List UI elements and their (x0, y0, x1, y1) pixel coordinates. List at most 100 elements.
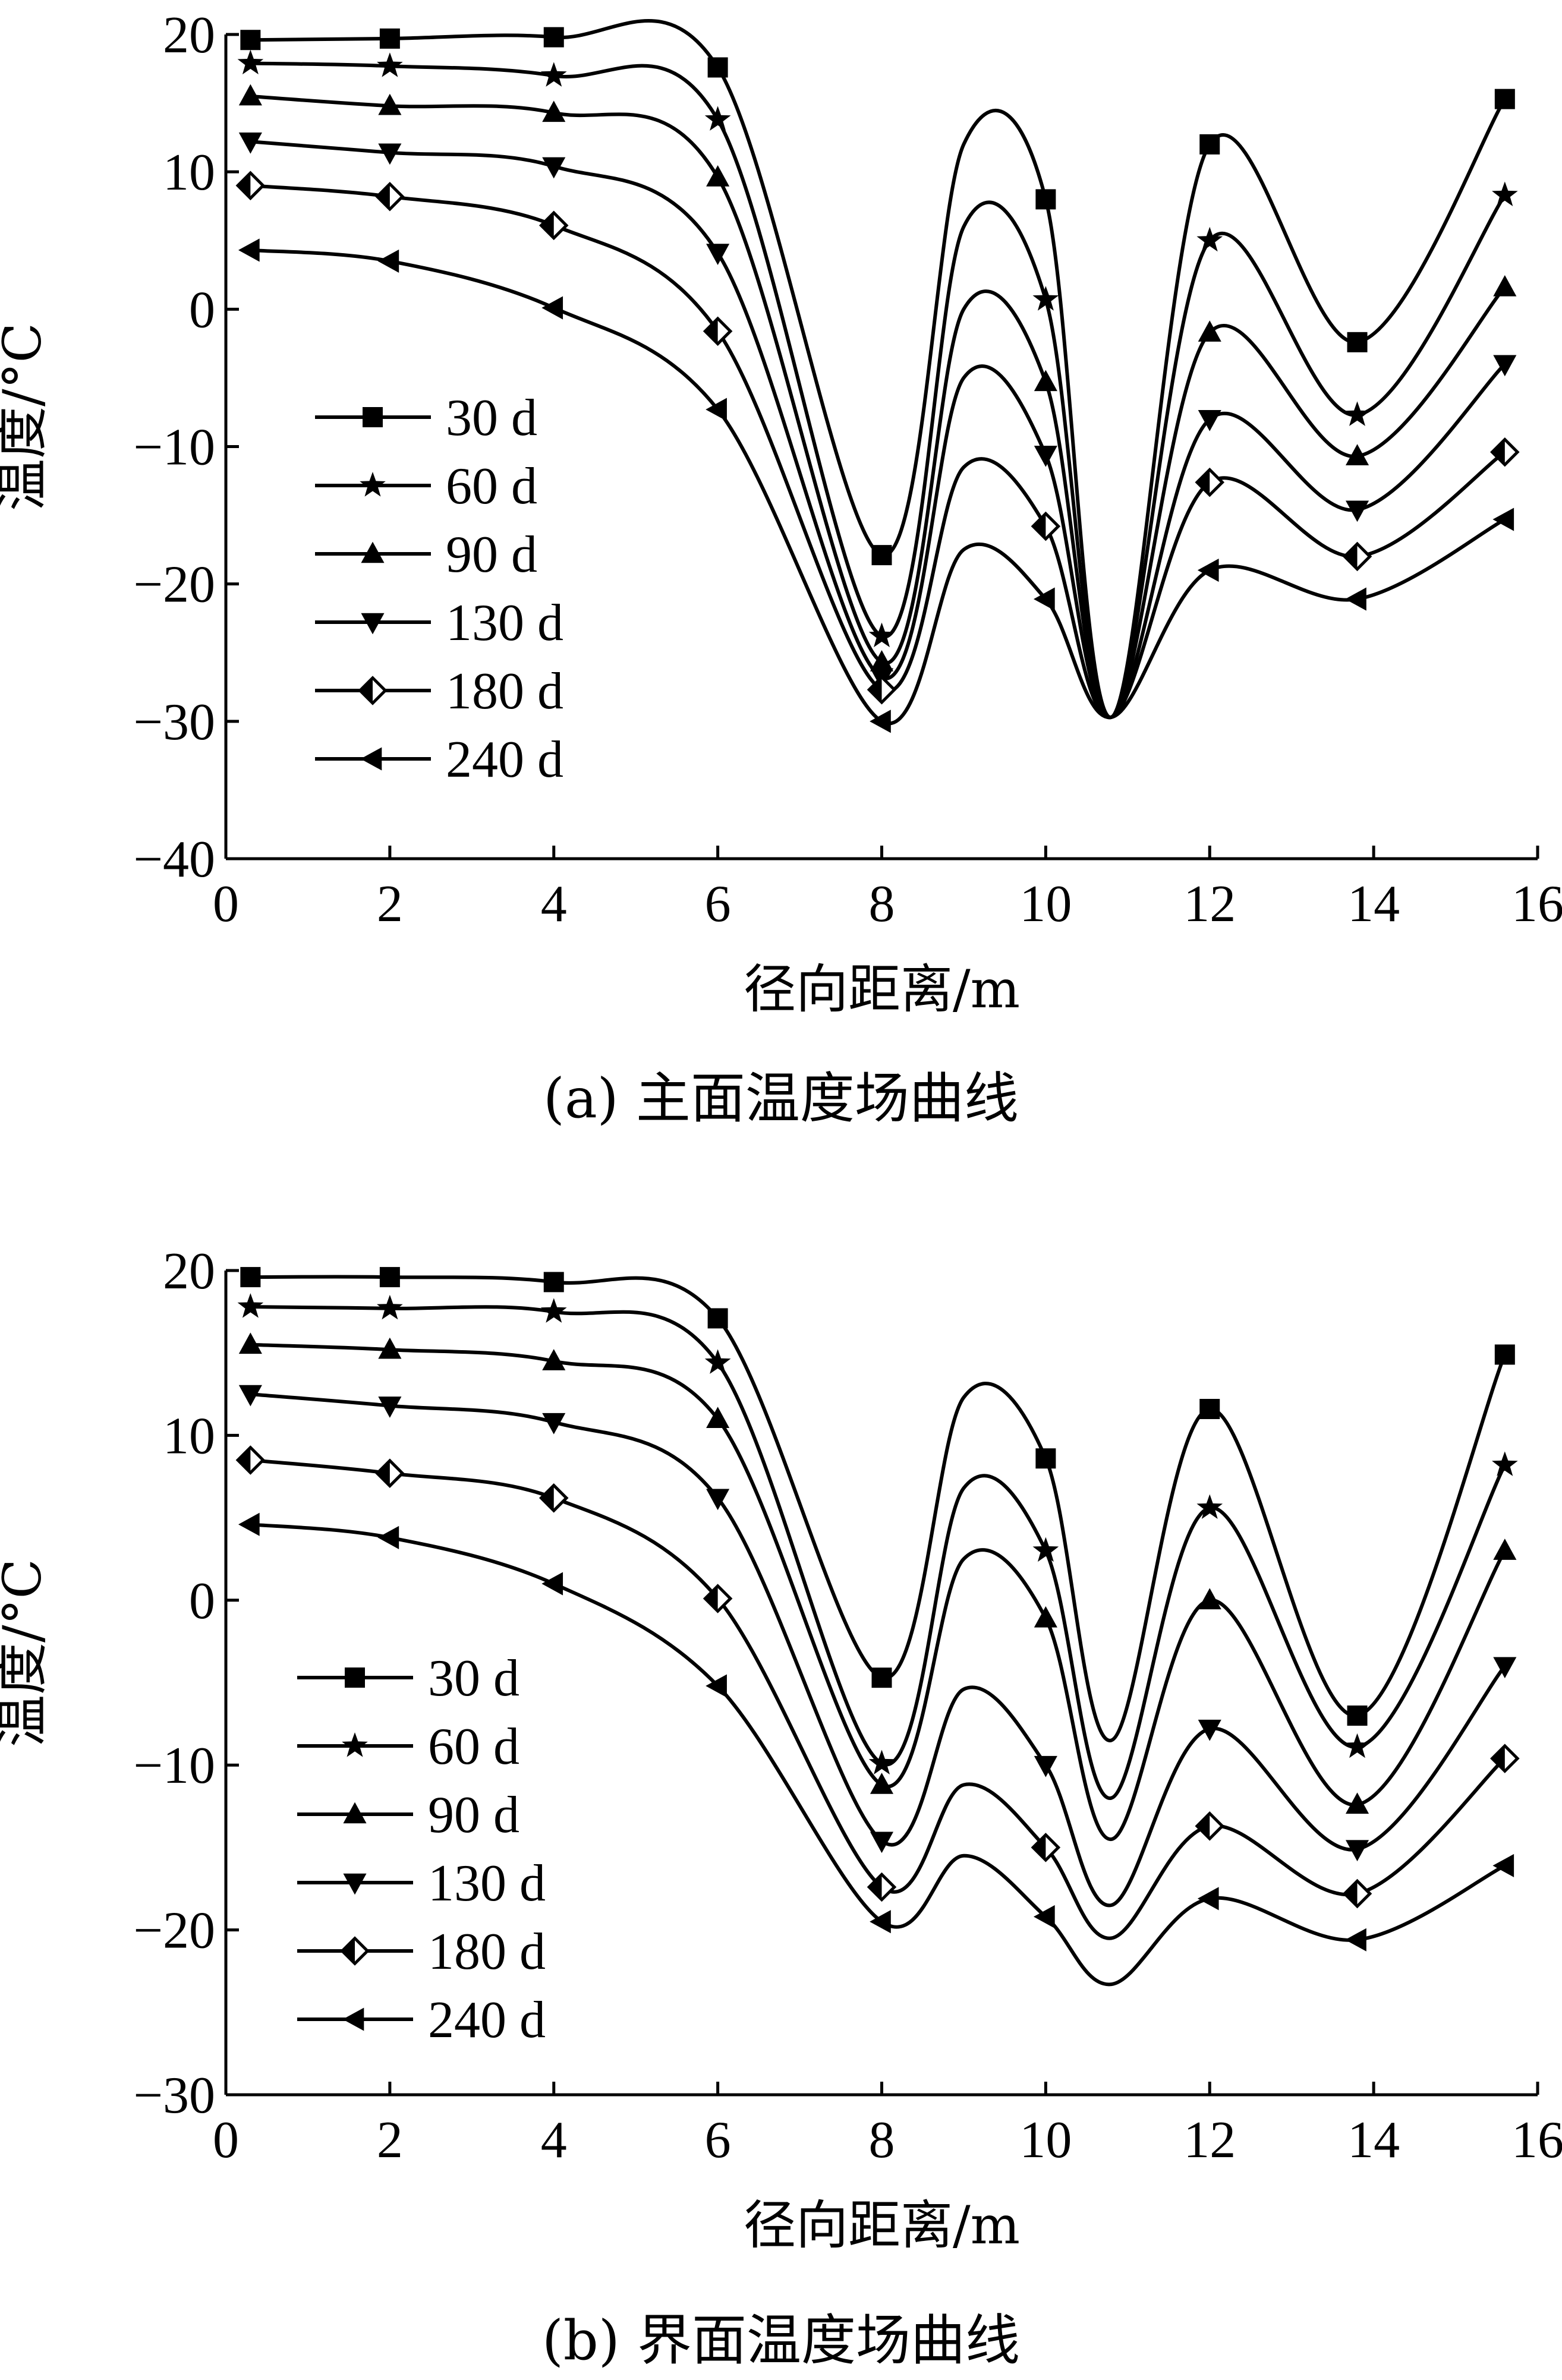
data-point-marker (1492, 1451, 1518, 1476)
data-point-marker (1493, 1657, 1517, 1679)
legend-label: 180 d (446, 663, 563, 720)
x-tick-label: 10 (1019, 2111, 1072, 2169)
series-line (250, 1458, 1506, 1940)
data-point-marker (1196, 1494, 1223, 1519)
data-point-marker (1347, 332, 1368, 352)
data-point-marker (542, 157, 566, 179)
legend-marker (360, 747, 382, 771)
data-point-marker (540, 62, 567, 87)
figure-caption: (a) 主面温度场曲线 (543, 1067, 1019, 1130)
x-tick-label: 4 (541, 2111, 567, 2169)
x-tick-label: 0 (213, 875, 239, 933)
series-30d (240, 19, 1515, 719)
data-point-marker (1490, 1744, 1520, 1773)
x-tick-label: 14 (1347, 2111, 1400, 2169)
data-point-marker (235, 1445, 266, 1475)
y-tick-label: 10 (163, 1407, 215, 1465)
legend-marker (340, 1936, 370, 1966)
data-point-marker (1197, 1887, 1219, 1911)
series-240d (238, 1512, 1514, 1987)
legend-item: 30 d (297, 1650, 519, 1707)
legend-label: 240 d (428, 1991, 546, 2049)
series-60d (237, 1293, 1518, 1800)
data-point-marker (870, 1832, 894, 1853)
data-point-marker (871, 1667, 892, 1688)
legend-item: 180 d (315, 663, 563, 720)
data-point-marker (377, 1525, 399, 1549)
data-point-marker (1034, 1755, 1057, 1777)
data-point-marker (704, 1349, 731, 1374)
legend-label: 130 d (428, 1855, 546, 1912)
legend-item: 90 d (297, 1786, 519, 1844)
data-point-marker (706, 1674, 727, 1698)
legend-marker (360, 472, 386, 497)
legend-item: 240 d (297, 1991, 546, 2049)
x-tick-label: 12 (1183, 875, 1236, 933)
data-point-marker (238, 1332, 262, 1354)
data-point-marker (542, 100, 566, 122)
data-point-marker (1198, 1719, 1221, 1741)
data-point-marker (238, 84, 262, 106)
legend-label: 60 d (428, 1718, 519, 1776)
legend-marker (343, 1802, 367, 1824)
legend-marker (358, 676, 388, 705)
data-point-marker (1198, 320, 1221, 342)
x-tick-label: 16 (1511, 875, 1562, 933)
legend-item: 60 d (297, 1718, 519, 1776)
series-90d (238, 1332, 1517, 1841)
data-point-marker (378, 93, 402, 115)
y-tick-label: −30 (133, 693, 215, 751)
data-point-marker (706, 1407, 730, 1428)
data-point-marker (706, 244, 730, 265)
series-30d (240, 1267, 1515, 1742)
data-point-marker (1493, 355, 1517, 377)
y-tick-label: 0 (189, 1572, 215, 1630)
data-point-marker (1345, 587, 1366, 611)
data-point-marker (1034, 446, 1057, 467)
data-point-marker (237, 49, 264, 75)
data-point-marker (238, 238, 260, 262)
data-point-marker (1344, 1733, 1371, 1758)
legend-marker (342, 1732, 368, 1757)
series-line (250, 19, 1507, 719)
x-tick-label: 6 (705, 875, 731, 933)
data-point-marker (1198, 409, 1221, 431)
y-tick-label: −30 (133, 2067, 215, 2124)
data-point-marker (870, 710, 891, 733)
x-tick-label: 8 (869, 875, 895, 933)
legend-item: 180 d (297, 1923, 546, 1981)
data-point-marker (378, 143, 402, 165)
data-point-marker (1492, 181, 1518, 206)
series-180d (235, 1445, 1520, 1940)
data-point-marker (377, 52, 403, 77)
data-point-marker (1345, 444, 1369, 465)
legend-marker (361, 541, 385, 563)
series-line (250, 1305, 1507, 1800)
data-point-marker (1345, 500, 1369, 522)
data-point-marker (1493, 275, 1517, 297)
series-60d (237, 49, 1518, 719)
x-axis-title: 径向距离/m (744, 959, 1020, 1020)
legend-marker (345, 1667, 365, 1688)
data-point-marker (1195, 1811, 1225, 1841)
x-tick-label: 2 (377, 875, 403, 933)
series-line (250, 61, 1507, 719)
data-point-marker (538, 210, 569, 241)
data-point-marker (868, 622, 895, 648)
legend-item: 30 d (315, 389, 537, 447)
data-point-marker (1342, 541, 1372, 572)
x-tick-label: 14 (1347, 875, 1400, 933)
series-130d (238, 133, 1517, 719)
data-point-marker (1347, 1705, 1368, 1726)
x-tick-label: 10 (1019, 875, 1072, 933)
data-point-marker (1031, 1833, 1061, 1862)
data-point-marker (1033, 587, 1055, 611)
y-tick-label: 0 (189, 281, 215, 339)
x-tick-label: 2 (377, 2111, 403, 2169)
data-point-marker (238, 133, 262, 154)
series-240d (238, 238, 1514, 733)
data-point-marker (543, 27, 564, 48)
data-point-marker (541, 1572, 563, 1596)
data-point-marker (237, 1293, 264, 1318)
